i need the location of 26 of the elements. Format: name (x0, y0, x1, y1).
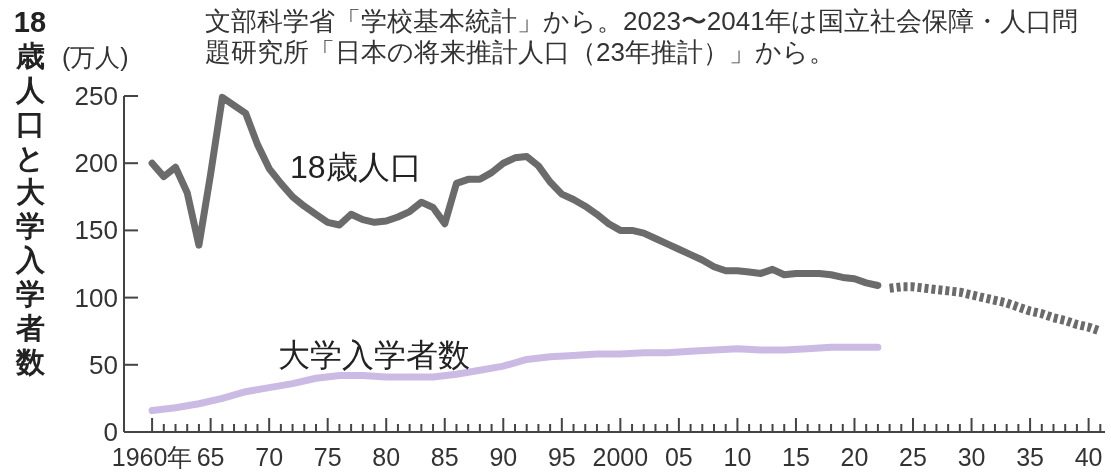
x-tick-label: 20 (840, 443, 869, 471)
x-tick-label: 40 (1074, 443, 1103, 471)
x-tick-label: 25 (899, 443, 927, 471)
text: (万人) (62, 42, 130, 73)
y-tick-label: 250 (74, 81, 118, 111)
x-tick-label: 35 (1016, 443, 1044, 471)
x-tick-label: 05 (664, 443, 693, 471)
series-label: 18歳人口 (290, 149, 422, 185)
x-tick-label: 30 (957, 443, 986, 471)
x-tick-label: 95 (547, 443, 576, 471)
x-tick-label: 70 (255, 443, 284, 471)
series-label: 大学入学者数 (278, 337, 470, 373)
y-tick-label: 50 (89, 349, 118, 380)
x-tick-label: 65 (196, 443, 225, 471)
x-tick-label: 2000 (592, 443, 649, 471)
y-tick-label: 200 (74, 148, 118, 179)
text: 文部科学省「学校基本統計」から。2023〜2041年は国立社会保障・人口問題研究所「日本の将来推計人口（23年推計）」から。 (205, 6, 1079, 68)
text: 18歳人口と大学入学者数 (13, 6, 47, 378)
x-tick-label: 10 (723, 443, 752, 471)
x-tick-label: 90 (489, 443, 518, 471)
x-tick-label: 15 (782, 443, 810, 471)
x-tick-label: 85 (430, 443, 459, 471)
x-tick-label: 75 (313, 443, 342, 471)
y-tick-label: 150 (74, 215, 118, 246)
x-tick-label: 80 (372, 443, 401, 471)
y-tick-label: 100 (74, 282, 118, 313)
